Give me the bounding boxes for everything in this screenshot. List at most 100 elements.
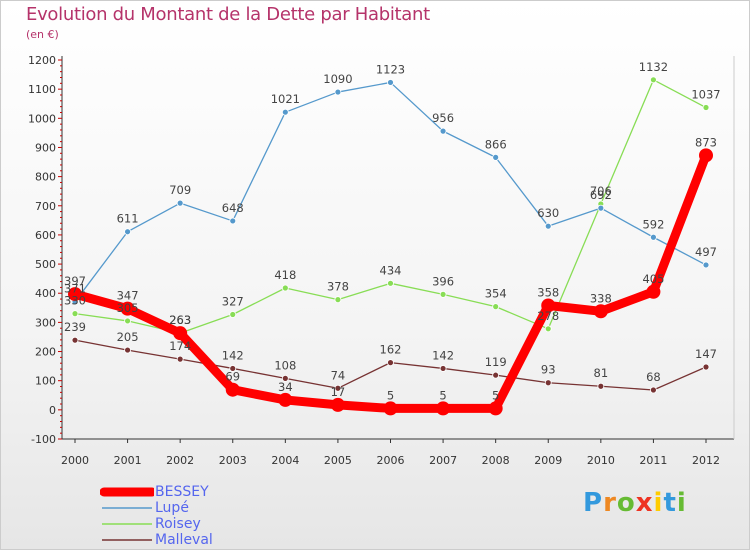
- data-point: [334, 88, 342, 96]
- y-tick-label: 1100: [28, 83, 56, 96]
- data-point: [225, 382, 240, 397]
- data-label: 1090: [323, 72, 352, 86]
- data-label: 327: [222, 295, 244, 309]
- data-label: 358: [537, 285, 559, 299]
- data-label: 405: [642, 272, 664, 286]
- data-point: [699, 148, 713, 163]
- data-point: [646, 284, 661, 299]
- x-tick-label: 2007: [429, 454, 457, 467]
- data-point: [124, 346, 131, 354]
- data-label: 162: [380, 343, 402, 357]
- data-label: 263: [169, 313, 191, 327]
- data-label: 5: [387, 388, 394, 402]
- data-point: [650, 386, 657, 394]
- data-label: 68: [646, 370, 661, 384]
- data-label: 378: [327, 280, 349, 294]
- x-tick-label: 2011: [639, 454, 667, 467]
- data-point: [229, 365, 237, 372]
- legend-label: Lupé: [155, 500, 189, 516]
- y-tick-label: 100: [35, 375, 56, 388]
- y-tick-label: 600: [35, 229, 56, 242]
- data-label: 873: [695, 135, 717, 149]
- data-point: [439, 290, 447, 298]
- data-point: [593, 304, 608, 319]
- legend-swatch: [100, 487, 154, 497]
- data-point: [229, 217, 237, 225]
- data-label: 263: [169, 313, 191, 327]
- data-label: 305: [117, 301, 139, 315]
- legend-label: Roisey: [155, 516, 201, 532]
- data-point: [281, 108, 289, 116]
- data-point: [544, 379, 552, 387]
- y-tick-label: -100: [31, 433, 56, 446]
- data-point: [124, 317, 131, 325]
- data-label: 239: [64, 320, 86, 334]
- data-point: [544, 325, 552, 333]
- logo-letter: i: [676, 488, 687, 518]
- data-point: [71, 310, 79, 318]
- data-point: [334, 384, 342, 392]
- y-tick-label: 900: [35, 141, 56, 154]
- y-tick-label: 300: [35, 316, 56, 329]
- legend-swatch: [102, 523, 152, 525]
- data-label: 5: [439, 388, 446, 402]
- logo-letter: o: [616, 488, 636, 518]
- x-tick-label: 2008: [482, 454, 510, 467]
- logo-letter: r: [603, 488, 617, 518]
- data-label: 418: [274, 268, 296, 282]
- legend-label: Malleval: [155, 532, 213, 548]
- data-point: [387, 79, 394, 86]
- data-point: [124, 228, 131, 236]
- data-label: 5: [492, 388, 499, 402]
- data-label: 692: [590, 188, 612, 202]
- data-point: [702, 363, 710, 371]
- data-point: [71, 336, 79, 344]
- data-label: 611: [117, 212, 139, 226]
- data-point: [492, 153, 500, 161]
- data-point: [597, 204, 605, 212]
- x-tick-label: 2010: [587, 454, 615, 467]
- y-tick-label: 200: [35, 346, 56, 359]
- data-label: 205: [117, 330, 139, 344]
- data-label: 371: [64, 282, 86, 296]
- data-label: 706: [590, 184, 612, 198]
- x-tick-label: 2009: [534, 454, 562, 467]
- data-point: [650, 233, 657, 241]
- y-tick-label: 400: [35, 287, 56, 300]
- logo-letter: x: [635, 488, 654, 518]
- data-point: [702, 104, 710, 111]
- y-tick-label: 500: [35, 258, 56, 271]
- data-label: 497: [695, 245, 717, 259]
- data-label: 396: [432, 274, 454, 288]
- data-label: 866: [485, 137, 507, 151]
- data-label: 119: [485, 355, 507, 369]
- y-tick-label: 800: [35, 171, 56, 184]
- data-label: 1132: [639, 60, 668, 74]
- data-point: [120, 301, 135, 316]
- x-tick-label: 2004: [271, 454, 299, 467]
- proxiti-logo: Proxiti: [583, 488, 687, 518]
- data-point: [173, 326, 188, 341]
- data-point: [436, 401, 451, 416]
- data-label: 956: [432, 111, 454, 125]
- data-label: 354: [485, 287, 507, 301]
- logo-letter: P: [583, 488, 604, 518]
- data-point: [68, 287, 82, 302]
- x-tick-label: 2006: [377, 454, 405, 467]
- data-label: 174: [169, 339, 191, 353]
- data-label: 69: [225, 370, 240, 384]
- logo-letter: i: [653, 488, 664, 518]
- data-point: [387, 359, 394, 367]
- legend-swatch: [102, 507, 152, 509]
- data-point: [330, 397, 345, 412]
- data-point: [439, 365, 447, 372]
- data-label: 74: [331, 368, 346, 382]
- data-point: [383, 401, 398, 416]
- x-tick-label: 2003: [219, 454, 247, 467]
- data-point: [544, 222, 552, 230]
- data-label: 709: [169, 183, 191, 197]
- data-label: 147: [695, 347, 717, 361]
- data-point: [541, 298, 556, 313]
- data-label: 34: [278, 380, 293, 394]
